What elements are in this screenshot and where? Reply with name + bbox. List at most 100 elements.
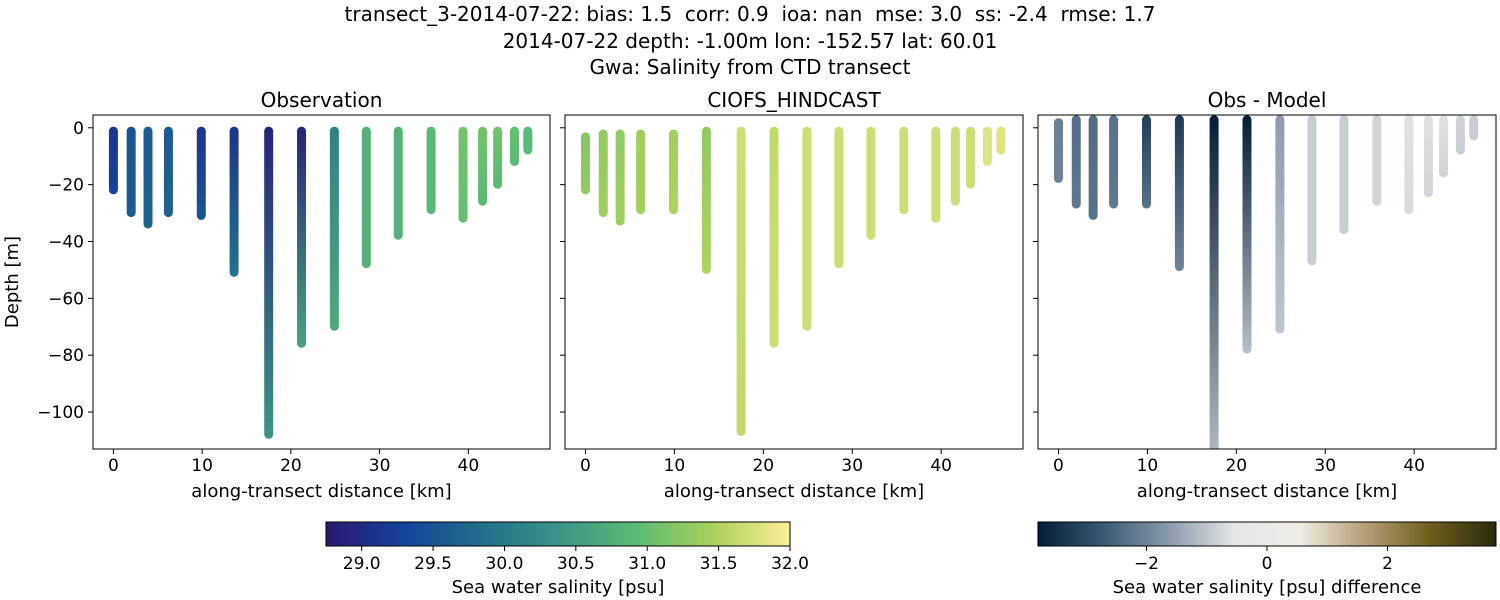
profile-mark: [361, 126, 371, 269]
profile-mark: [769, 126, 779, 348]
x-tick-label: 10: [1137, 456, 1159, 476]
profile-mark: [1372, 115, 1382, 206]
profile-mark: [598, 129, 608, 218]
profile-mark: [393, 126, 403, 240]
profiles: [1053, 115, 1479, 449]
profile-mark: [636, 129, 646, 215]
x-tick-label: 0: [108, 456, 119, 476]
profile-mark: [1404, 115, 1414, 215]
profile-mark: [950, 126, 960, 206]
colorbar-gradient: [325, 521, 791, 547]
y-tick-label: −100: [37, 403, 84, 423]
x-axis-label: along-transect distance [km]: [664, 481, 924, 502]
profile-mark: [1307, 115, 1317, 266]
profile-mark: [996, 126, 1006, 155]
colorbar-tick-label: 30.0: [486, 554, 524, 574]
x-tick-label: 40: [930, 456, 952, 476]
profiles: [580, 126, 1006, 436]
colorbar-tick-label: 32.0: [771, 554, 809, 574]
x-tick-label: 30: [841, 456, 863, 476]
profile-mark: [931, 126, 941, 223]
colorbar-gradient: [1037, 521, 1497, 547]
profile-mark: [1469, 115, 1479, 141]
y-tick-label: −60: [48, 289, 84, 309]
profile-mark: [264, 126, 274, 439]
profile-mark: [229, 126, 239, 277]
profile-mark: [426, 126, 436, 215]
colorbar-2: −2 0 2 Sea water salinity [psu] difference: [1037, 521, 1497, 598]
axes-frame: [1037, 114, 1497, 450]
colorbar-tick-label: 29.5: [414, 554, 452, 574]
profile-mark: [580, 132, 590, 195]
y-tick-label: −40: [48, 232, 84, 252]
profile-mark: [1275, 115, 1285, 334]
x-tick-label: 10: [191, 456, 213, 476]
y-tick-label: −20: [48, 176, 84, 196]
colorbar-label: Sea water salinity [psu]: [452, 577, 665, 598]
profile-mark: [1439, 115, 1449, 178]
y-tick-label: −80: [48, 346, 84, 366]
x-tick-label: 20: [1225, 456, 1247, 476]
profile-mark: [1109, 115, 1119, 209]
axes-frame: [92, 114, 551, 450]
profile-mark: [196, 126, 206, 220]
profile-mark: [1455, 115, 1465, 155]
x-tick-label: 30: [369, 456, 391, 476]
profile-mark: [966, 126, 976, 189]
colorbar-label: Sea water salinity [psu] difference: [1113, 577, 1422, 598]
x-axis-label: along-transect distance [km]: [1137, 481, 1397, 502]
x-axis-label: along-transect distance [km]: [191, 481, 451, 502]
panel-title: CIOFS_HINDCAST: [707, 88, 881, 112]
panel-title: Observation: [261, 88, 383, 112]
profile-mark: [1242, 115, 1252, 354]
colorbar-tick-label: 29.0: [343, 554, 381, 574]
y-tick-label: 0: [73, 119, 84, 139]
x-tick-label: 0: [1053, 456, 1064, 476]
panel-title: Obs - Model: [1208, 88, 1327, 112]
x-tick-label: 40: [458, 456, 480, 476]
profile-mark: [701, 126, 711, 274]
profile-mark: [834, 126, 844, 269]
profile-mark: [458, 126, 468, 223]
profile-mark: [736, 126, 746, 436]
profile-mark: [329, 126, 339, 331]
colorbar-tick-label: 2: [1382, 554, 1393, 574]
colorbar-1: 29.0 29.5 30.0 30.5 31.0 31.5 32.0 Sea water sa…: [325, 521, 809, 598]
colorbar-tick-label: 31.5: [700, 554, 738, 574]
profile-mark: [478, 126, 488, 206]
profile-mark: [866, 126, 876, 240]
colorbar-tick-label: −2: [1134, 554, 1159, 574]
profile-mark: [1423, 115, 1433, 198]
profile-mark: [802, 126, 812, 331]
profile-mark: [510, 126, 520, 166]
panel-2: CIOFS_HINDCAST 0 10 20 30 40 along-transect di…: [560, 88, 1024, 502]
x-tick-label: 0: [580, 456, 591, 476]
profile-mark: [1339, 115, 1349, 235]
profile-mark: [1088, 115, 1098, 220]
x-tick-label: 10: [664, 456, 686, 476]
figure-title-line-3: Gwa: Salinity from CTD transect: [589, 55, 911, 79]
x-tick-label: 20: [280, 456, 302, 476]
colorbar-tick-label: 30.5: [557, 554, 595, 574]
profile-mark: [297, 126, 307, 348]
axes-frame: [564, 114, 1024, 450]
x-tick-label: 30: [1314, 456, 1336, 476]
profile-mark: [108, 126, 118, 195]
profiles: [108, 126, 533, 439]
profile-mark: [126, 126, 136, 218]
profile-mark: [899, 126, 909, 215]
profile-mark: [1209, 115, 1219, 449]
profile-mark: [668, 129, 678, 215]
figure-title-line-2: 2014-07-22 depth: -1.00m lon: -152.57 la…: [502, 29, 998, 53]
profile-mark: [1071, 115, 1081, 209]
y-axis-label: Depth [m]: [2, 236, 23, 328]
profile-mark: [523, 126, 533, 155]
profile-mark: [982, 126, 992, 166]
figure-title-line-1: transect_3-2014-07-22: bias: 1.5 corr: 0…: [344, 2, 1156, 26]
profile-mark: [163, 126, 173, 218]
profile-mark: [615, 129, 625, 226]
colorbar-tick-label: 0: [1262, 554, 1273, 574]
profile-mark: [493, 126, 503, 189]
x-tick-label: 40: [1403, 456, 1425, 476]
